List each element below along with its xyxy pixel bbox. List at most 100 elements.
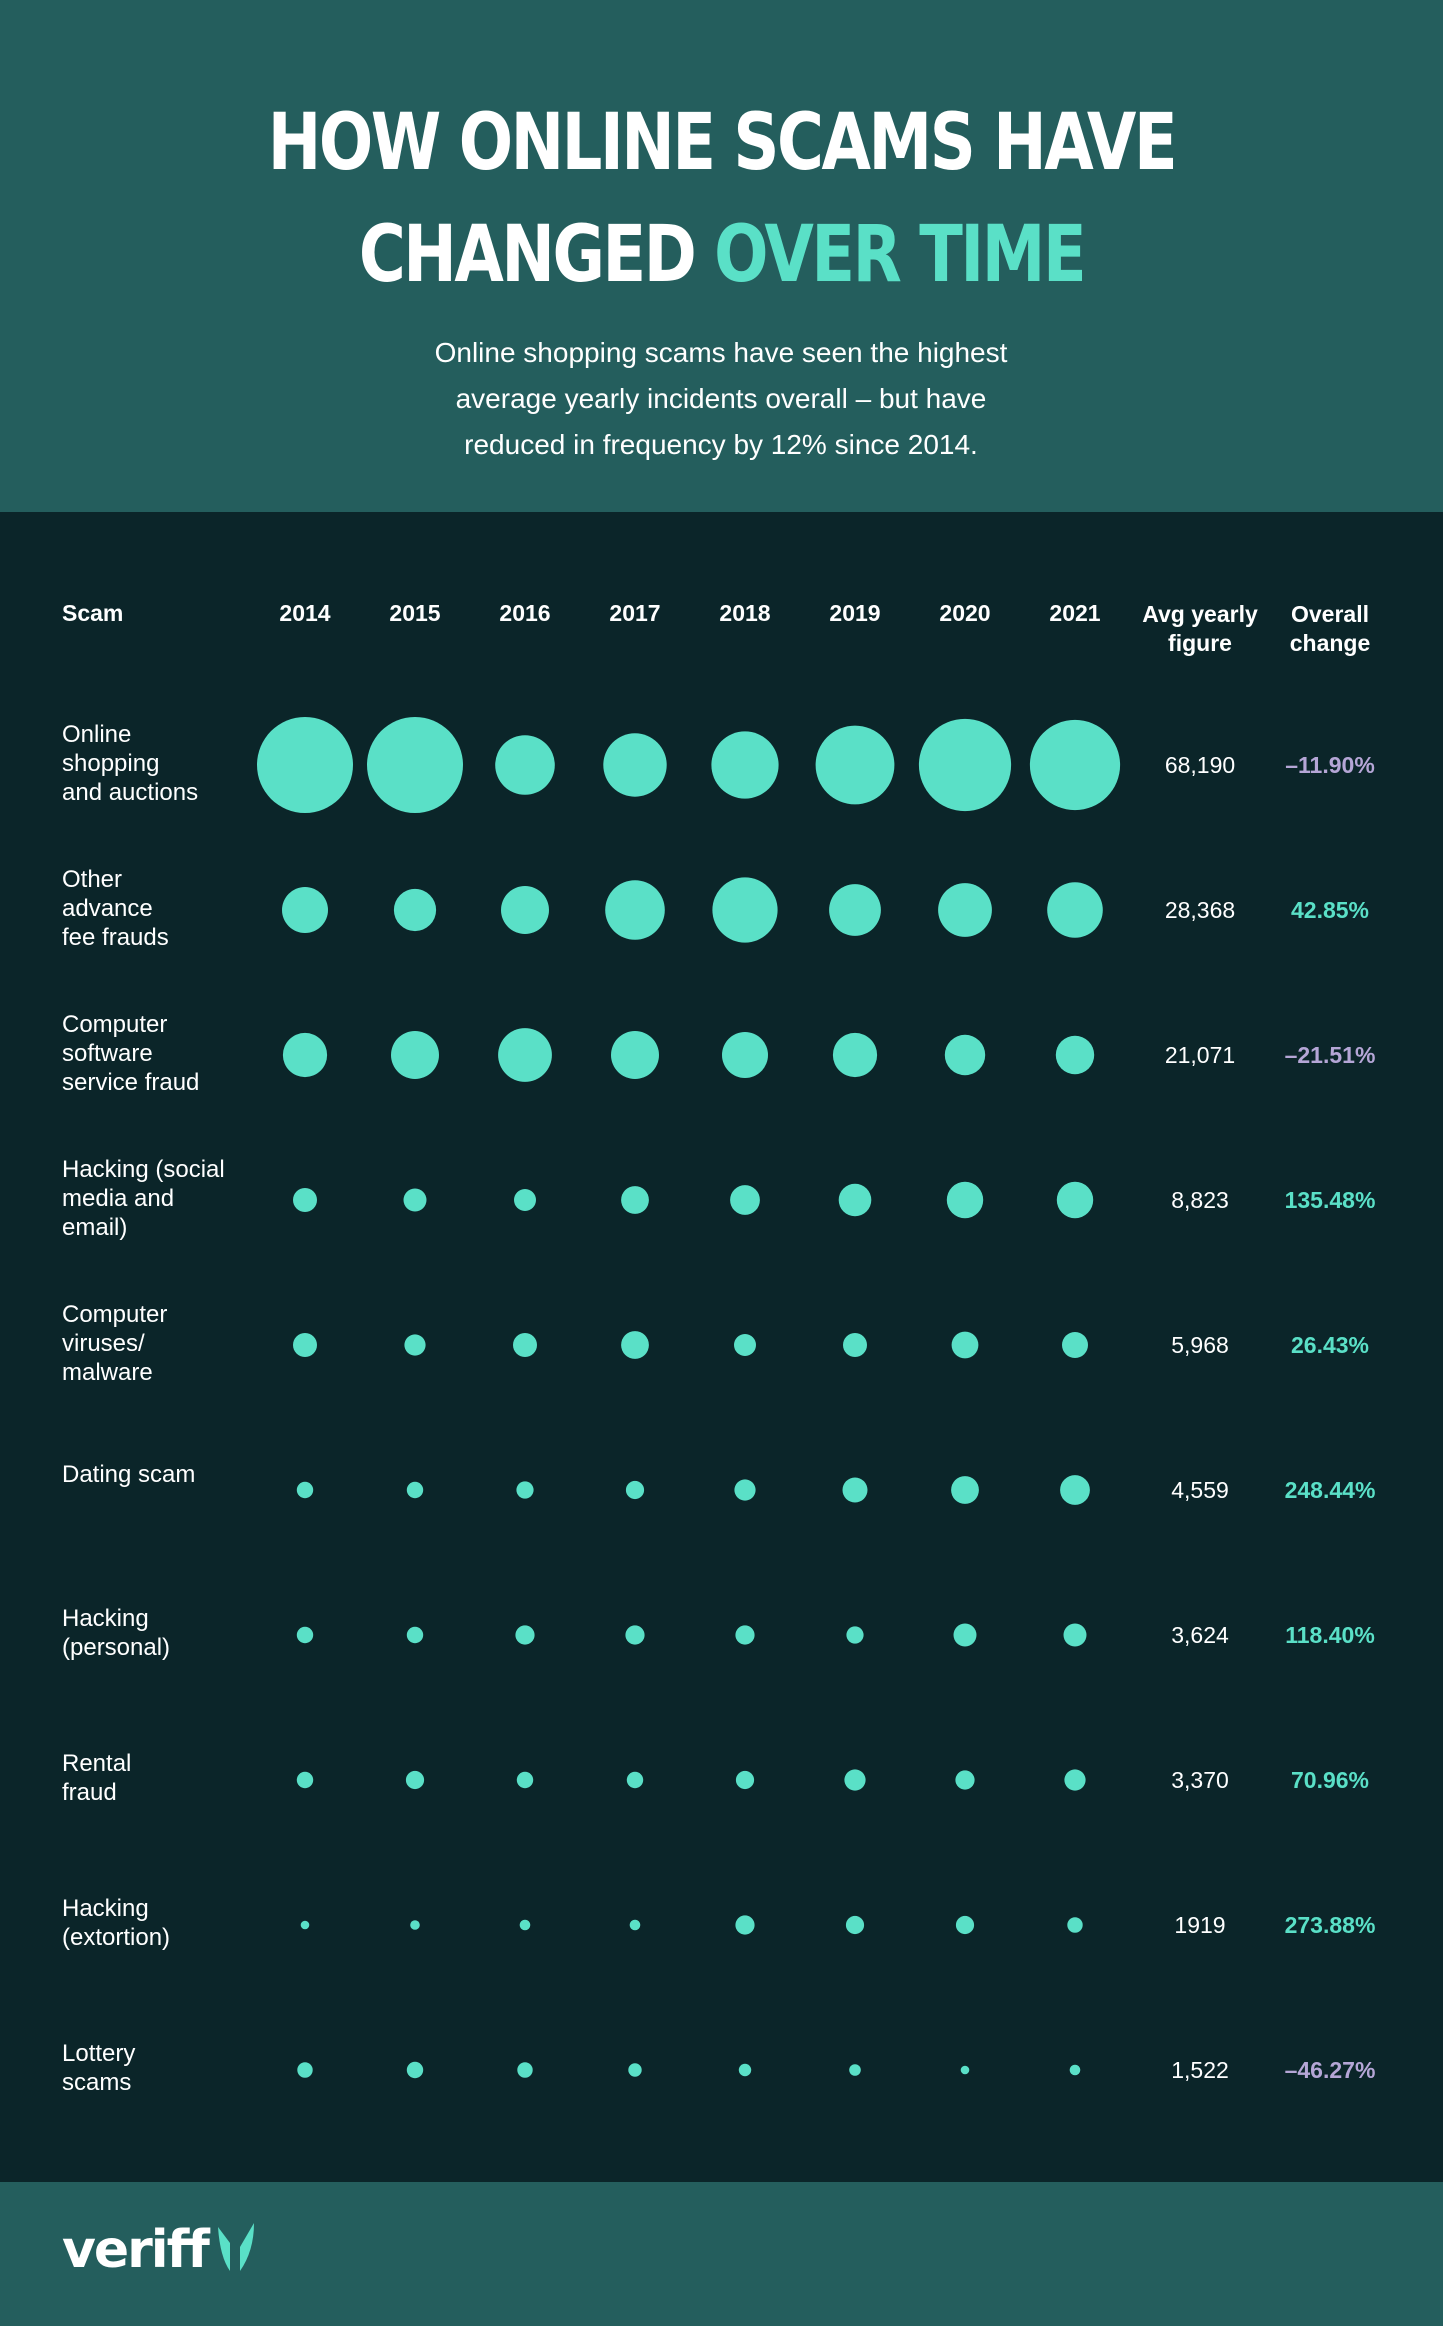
bubble-row10-2019 xyxy=(849,2064,861,2076)
header-panel: HOW ONLINE SCAMS HAVE CHANGED OVER TIME … xyxy=(0,0,1443,512)
veriff-leaf-icon xyxy=(217,2223,254,2271)
veriff-logo: veriff xyxy=(62,2220,256,2280)
change-value-2: 42.85% xyxy=(1290,897,1369,923)
bubble-row6-2015 xyxy=(406,1481,424,1499)
column-header-change: Overall change xyxy=(1270,600,1390,658)
bubble-row2-2021 xyxy=(1047,882,1103,938)
row-label-line: shopping xyxy=(62,749,160,777)
subtitle-line-3: reduced in frequency by 12% since 2014. xyxy=(464,429,978,460)
bubble-row4-2020 xyxy=(946,1181,984,1219)
avg-value-2: 28,368 xyxy=(1164,897,1236,923)
bubble-row1-2017 xyxy=(603,733,667,797)
bubble-row4-2019 xyxy=(838,1183,872,1217)
bubble-row3-2014 xyxy=(282,1032,328,1078)
bubble-row10-2021 xyxy=(1069,2064,1081,2076)
change-value-5: 26.43% xyxy=(1290,1332,1369,1358)
row-label-line: and auctions xyxy=(62,778,199,806)
change-value-8: 70.96% xyxy=(1290,1767,1369,1793)
avg-value-6: 4,559 xyxy=(1171,1477,1229,1503)
column-header-year-2016: 2016 xyxy=(499,600,551,626)
bubble-row7-2016 xyxy=(515,1625,535,1645)
bubble-row2-2020 xyxy=(938,883,992,937)
row-label-line: Hacking (social xyxy=(62,1155,225,1183)
column-header-avg-line-2: figure xyxy=(1168,630,1232,656)
bubble-row3-2015 xyxy=(391,1031,439,1079)
bubble-row9-2019 xyxy=(845,1915,865,1935)
bubble-row1-2016 xyxy=(495,735,555,795)
bubble-row5-2019 xyxy=(843,1333,867,1357)
column-header-year-2021: 2021 xyxy=(1049,600,1101,626)
bubble-row9-2018 xyxy=(735,1915,755,1935)
row-label-line: Rental xyxy=(62,1750,132,1777)
bubble-row7-2021 xyxy=(1063,1623,1087,1647)
bubble-row1-2014 xyxy=(257,717,353,813)
bubble-row4-2021 xyxy=(1056,1181,1094,1219)
row-label-line: Lottery xyxy=(62,2040,136,2067)
bubble-row5-2018 xyxy=(734,1334,756,1356)
avg-value-4: 8,823 xyxy=(1171,1187,1229,1213)
avg-value-10: 1,522 xyxy=(1171,2057,1229,2083)
bubble-row7-2019 xyxy=(846,1626,864,1644)
avg-value-8: 3,370 xyxy=(1171,1767,1229,1793)
page-title-line-2-accent: OVER TIME xyxy=(714,210,1086,300)
bubble-row9-2017 xyxy=(629,1919,641,1931)
bubble-row2-2014 xyxy=(282,887,328,933)
bubble-row8-2017 xyxy=(626,1771,644,1789)
row-label-3: Computer software service fraud xyxy=(62,1010,252,1097)
bubble-row7-2017 xyxy=(625,1625,645,1645)
bubble-row5-2016 xyxy=(513,1333,537,1357)
bubble-row10-2014 xyxy=(297,2062,313,2078)
row-label-line: Other xyxy=(62,865,123,893)
avg-value-7: 3,624 xyxy=(1171,1622,1229,1648)
bubble-row8-2016 xyxy=(516,1771,534,1789)
logo-wordmark: veriff xyxy=(62,2220,210,2280)
bubble-row10-2017 xyxy=(628,2063,642,2077)
bubble-row9-2021 xyxy=(1067,1917,1083,1933)
column-header-year-2019: 2019 xyxy=(829,600,881,626)
bubble-row1-2015 xyxy=(367,717,463,813)
row-label-5: Computer viruses/malware xyxy=(62,1300,252,1387)
row-label-7: Hacking (personal) xyxy=(62,1604,252,1662)
bubble-row5-2014 xyxy=(293,1333,317,1357)
row-label-line: Online xyxy=(62,720,132,748)
bubble-row6-2020 xyxy=(951,1476,979,1504)
row-label-line: malware xyxy=(62,1358,153,1386)
bubble-row10-2020 xyxy=(960,2065,970,2075)
bubble-row1-2018 xyxy=(711,731,779,799)
bubble-row3-2020 xyxy=(944,1034,986,1076)
bubble-row1-2019 xyxy=(815,725,895,805)
bubble-row9-2014 xyxy=(300,1920,310,1930)
row-label-line: Computer xyxy=(62,1010,168,1038)
change-value-9: 273.88% xyxy=(1284,1912,1376,1938)
change-value-6: 248.44% xyxy=(1284,1477,1376,1503)
bubble-row5-2017 xyxy=(621,1331,649,1359)
bubble-row9-2020 xyxy=(955,1915,975,1935)
bubble-row8-2019 xyxy=(844,1769,866,1791)
bubble-row3-2018 xyxy=(722,1032,768,1078)
row-label-2: Other advance fee frauds xyxy=(62,865,252,952)
bubble-row6-2021 xyxy=(1060,1475,1090,1505)
bubble-row9-2016 xyxy=(519,1919,531,1931)
row-label-line: (personal) xyxy=(62,1634,171,1661)
bubble-row9-2015 xyxy=(410,1920,420,1930)
bubble-chart-table: Scam 2014 2015 2016 2017 2018 2019 2020 2021 Av… xyxy=(0,512,1443,2182)
column-header-year-2015: 2015 xyxy=(389,600,441,626)
column-header-change-line-2: change xyxy=(1289,630,1371,656)
page-title-line-2: CHANGED OVER TIME xyxy=(130,210,1313,300)
bubble-row5-2020 xyxy=(951,1331,979,1359)
avg-value-3: 21,071 xyxy=(1164,1042,1236,1068)
page-title-line-2-white: CHANGED xyxy=(358,210,715,300)
row-label-line: viruses/ xyxy=(62,1329,145,1357)
bubble-row10-2018 xyxy=(738,2063,752,2077)
bubble-row6-2018 xyxy=(734,1479,756,1501)
bubble-row3-2019 xyxy=(832,1032,878,1078)
bubble-row6-2019 xyxy=(842,1477,868,1503)
bubble-row10-2016 xyxy=(517,2062,533,2078)
bubble-row8-2015 xyxy=(405,1770,425,1790)
bubble-row6-2014 xyxy=(296,1481,314,1499)
row-label-10: Lottery scams xyxy=(62,2039,252,2097)
bubble-row2-2015 xyxy=(393,888,437,932)
column-header-avg-line-1: Avg yearly xyxy=(1142,601,1258,627)
bubble-row7-2015 xyxy=(406,1626,424,1644)
bubble-row2-2018 xyxy=(712,877,778,943)
